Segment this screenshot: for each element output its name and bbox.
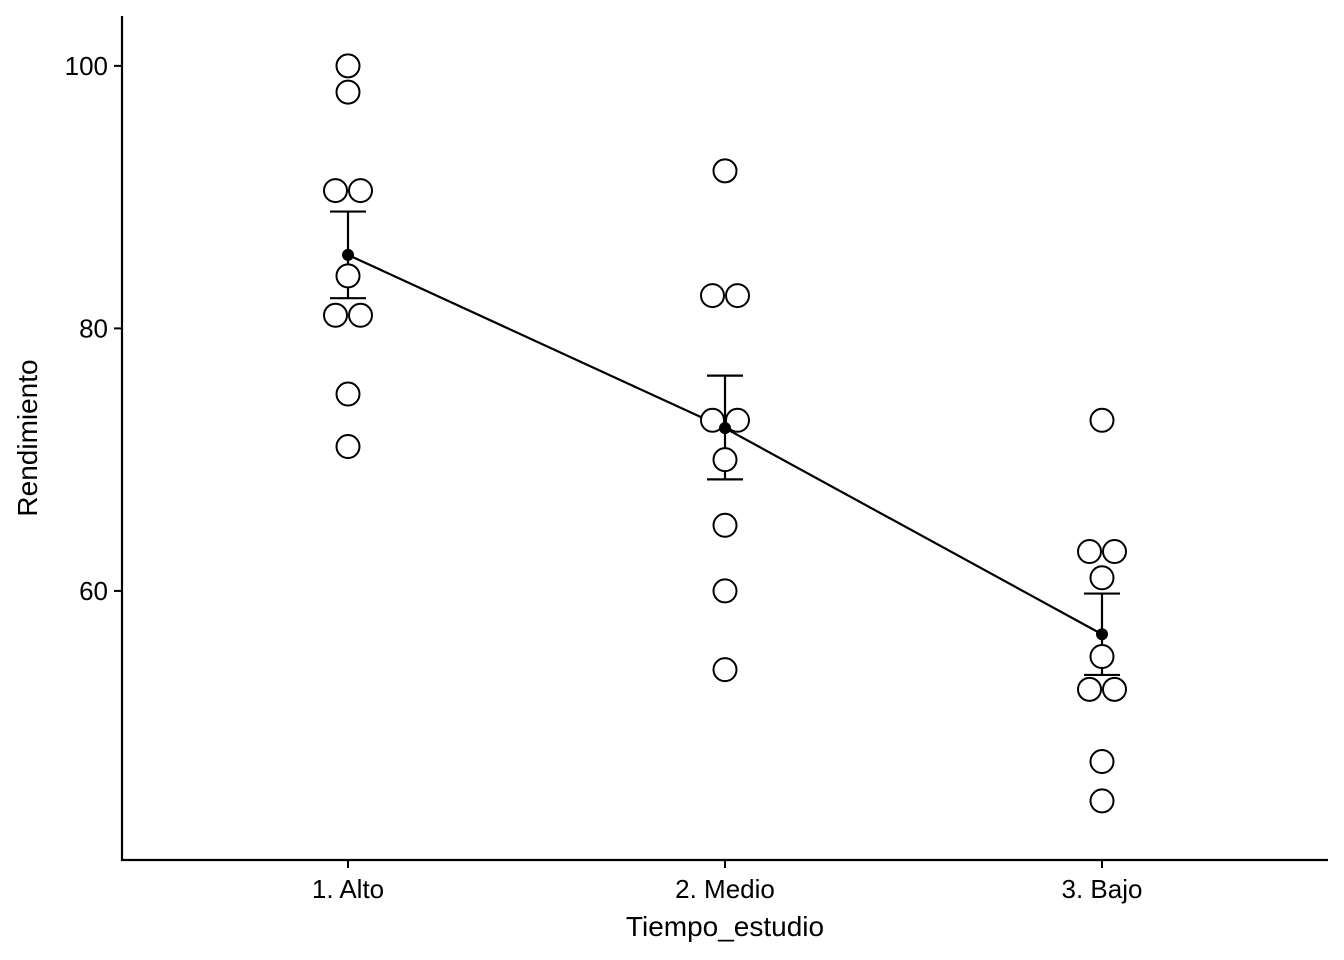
data-point [712,158,738,184]
series [323,53,1127,814]
data-point [700,283,725,309]
axes: 60 80 100 1. Alto 2. Medio 3. Bajo [65,16,1328,904]
data-point [725,283,750,309]
x-axis-title: Tiempo_estudio [626,911,824,942]
data-point [1089,565,1115,591]
data-point [1077,676,1102,702]
y-tick-label: 100 [65,51,108,81]
y-tick-label: 60 [79,576,108,606]
x-tick-label: 1. Alto [312,874,384,904]
data-point [335,79,361,105]
data-point [1077,539,1102,565]
data-point [335,381,361,407]
data-point [1089,749,1115,775]
data-point [323,178,348,204]
data-point [348,302,373,328]
data-point [700,407,725,433]
data-point [712,512,738,538]
data-point [712,447,738,473]
y-tick-label: 80 [79,313,108,343]
data-point [1089,644,1115,670]
data-point [725,407,750,433]
data-point [335,263,361,289]
mean-point [719,422,731,435]
data-point [348,178,373,204]
data-point [335,53,361,79]
labels: Tiempo_estudio Rendimiento [12,359,824,942]
y-axis-title: Rendimiento [12,359,43,516]
data-point [712,657,738,683]
mean-point [342,248,354,261]
data-point [1089,407,1115,433]
data-point [323,302,348,328]
data-point [1089,788,1115,814]
mean-point [1096,628,1108,641]
data-point [712,578,738,604]
x-tick-label: 2. Medio [675,874,775,904]
data-point [1102,676,1127,702]
data-point [1102,539,1127,565]
x-tick-label: 3. Bajo [1062,874,1143,904]
data-point [335,434,361,460]
